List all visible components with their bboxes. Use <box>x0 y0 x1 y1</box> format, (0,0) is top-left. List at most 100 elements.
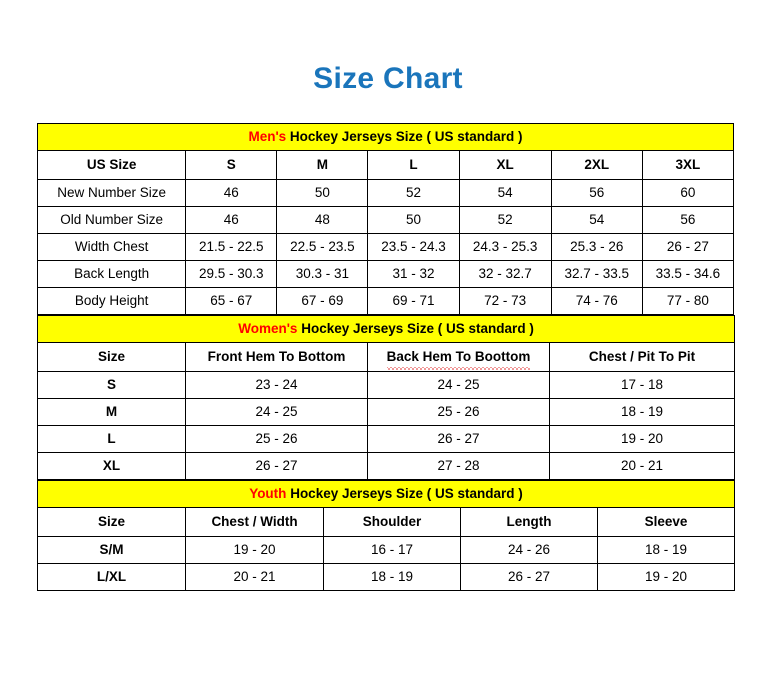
youth-header-cell: Chest / Width <box>185 507 324 537</box>
mens-header-cell: L <box>367 150 460 180</box>
youth-section-banner: Youth Hockey Jerseys Size ( US standard … <box>37 480 735 508</box>
womens-banner-accent: Women's <box>238 321 298 336</box>
misspelled-word: Back Hem To Boottom <box>386 343 530 371</box>
womens-cell: 23 - 24 <box>185 371 368 399</box>
womens-cell: 19 - 20 <box>548 425 736 453</box>
mens-row-label: Back Length <box>36 260 187 288</box>
mens-row-label: Width Chest <box>36 233 187 261</box>
womens-cell: 26 - 27 <box>367 425 550 453</box>
womens-cell: 24 - 25 <box>367 371 550 399</box>
youth-cell: 18 - 19 <box>597 536 735 564</box>
womens-cell: 26 - 27 <box>185 452 368 480</box>
womens-cell: 25 - 26 <box>367 398 550 426</box>
table-row: XL 26 - 27 27 - 28 20 - 21 <box>37 452 736 480</box>
mens-cell: 56 <box>550 179 643 207</box>
mens-header-cell: 2XL <box>550 150 643 180</box>
mens-cell: 52 <box>367 179 460 207</box>
table-row: New Number Size 46 50 52 54 56 60 <box>36 179 735 207</box>
womens-banner-row: Women's Hockey Jerseys Size ( US standar… <box>36 315 736 343</box>
womens-cell: 17 - 18 <box>548 371 736 399</box>
mens-cell: 50 <box>367 206 460 234</box>
mens-cell: 29.5 - 30.3 <box>185 260 278 288</box>
table-row: Width Chest 21.5 - 22.5 22.5 - 23.5 23.5… <box>36 233 735 261</box>
womens-header-cell: Size <box>37 342 186 372</box>
mens-cell: 50 <box>276 179 369 207</box>
mens-banner-accent: Men's <box>248 129 287 144</box>
mens-row-label: New Number Size <box>36 179 187 207</box>
table-row: M 24 - 25 25 - 26 18 - 19 <box>37 398 736 426</box>
mens-cell: 30.3 - 31 <box>276 260 369 288</box>
mens-cell: 24.3 - 25.3 <box>458 233 552 261</box>
mens-cell: 67 - 69 <box>276 287 369 315</box>
table-row: S 23 - 24 24 - 25 17 - 18 <box>37 371 736 399</box>
mens-cell: 74 - 76 <box>550 287 643 315</box>
mens-section-banner: Men's Hockey Jerseys Size ( US standard … <box>37 123 734 151</box>
youth-header-row: Size Chest / Width Shoulder Length Sleev… <box>37 507 735 537</box>
mens-cell: 72 - 73 <box>458 287 552 315</box>
youth-header-cell: Size <box>37 507 186 537</box>
mens-header-cell: 3XL <box>641 150 735 180</box>
table-row: Body Height 65 - 67 67 - 69 69 - 71 72 -… <box>36 287 735 315</box>
mens-row-label: Body Height <box>36 287 187 315</box>
mens-cell: 54 <box>458 179 552 207</box>
mens-cell: 69 - 71 <box>367 287 460 315</box>
womens-header-cell: Chest / Pit To Pit <box>548 342 736 372</box>
mens-cell: 65 - 67 <box>185 287 278 315</box>
mens-cell: 32 - 32.7 <box>458 260 552 288</box>
mens-cell: 60 <box>641 179 735 207</box>
mens-cell: 54 <box>550 206 643 234</box>
womens-size-table: Women's Hockey Jerseys Size ( US standar… <box>36 315 736 480</box>
youth-cell: 18 - 19 <box>323 563 461 591</box>
page-title: Size Chart <box>313 62 463 95</box>
youth-header-cell: Sleeve <box>597 507 735 537</box>
table-row: Back Length 29.5 - 30.3 30.3 - 31 31 - 3… <box>36 260 735 288</box>
mens-cell: 25.3 - 26 <box>550 233 643 261</box>
womens-cell: 25 - 26 <box>185 425 368 453</box>
mens-cell: 31 - 32 <box>367 260 460 288</box>
mens-header-cell: US Size <box>36 150 187 180</box>
youth-banner-row: Youth Hockey Jerseys Size ( US standard … <box>37 480 735 508</box>
youth-banner-accent: Youth <box>249 486 287 501</box>
mens-banner-row: Men's Hockey Jerseys Size ( US standard … <box>37 123 734 151</box>
womens-cell: 18 - 19 <box>548 398 736 426</box>
table-row: L 25 - 26 26 - 27 19 - 20 <box>37 425 736 453</box>
youth-row-label: L/XL <box>37 563 186 591</box>
youth-cell: 26 - 27 <box>460 563 598 591</box>
youth-header-cell: Shoulder <box>323 507 461 537</box>
womens-header-row: Size Front Hem To Bottom Back Hem To Boo… <box>37 342 736 372</box>
youth-cell: 16 - 17 <box>323 536 461 564</box>
youth-row-label: S/M <box>37 536 186 564</box>
mens-cell: 46 <box>185 206 278 234</box>
youth-size-table: Youth Hockey Jerseys Size ( US standard … <box>37 480 735 591</box>
mens-cell: 22.5 - 23.5 <box>276 233 369 261</box>
mens-header-row: US Size S M L XL 2XL 3XL <box>36 150 735 180</box>
youth-cell: 19 - 20 <box>185 536 324 564</box>
womens-header-cell-misspelled: Back Hem To Boottom <box>367 342 550 372</box>
mens-cell: 33.5 - 34.6 <box>641 260 735 288</box>
youth-cell: 24 - 26 <box>460 536 598 564</box>
mens-header-cell: XL <box>458 150 552 180</box>
mens-banner-rest: Hockey Jerseys Size ( US standard ) <box>286 129 523 144</box>
womens-cell: 27 - 28 <box>367 452 550 480</box>
youth-cell: 20 - 21 <box>185 563 324 591</box>
womens-cell: 24 - 25 <box>185 398 368 426</box>
mens-cell: 56 <box>641 206 735 234</box>
womens-row-label: S <box>37 371 186 399</box>
table-row: Old Number Size 46 48 50 52 54 56 <box>36 206 735 234</box>
mens-size-table: Men's Hockey Jerseys Size ( US standard … <box>36 123 735 315</box>
womens-banner-rest: Hockey Jerseys Size ( US standard ) <box>297 321 534 336</box>
mens-cell: 21.5 - 22.5 <box>185 233 278 261</box>
mens-cell: 52 <box>458 206 552 234</box>
mens-cell: 26 - 27 <box>641 233 735 261</box>
mens-cell: 32.7 - 33.5 <box>550 260 643 288</box>
mens-cell: 77 - 80 <box>641 287 735 315</box>
mens-cell: 46 <box>185 179 278 207</box>
mens-header-cell: M <box>276 150 369 180</box>
mens-cell: 48 <box>276 206 369 234</box>
table-row: L/XL 20 - 21 18 - 19 26 - 27 19 - 20 <box>37 563 735 591</box>
youth-banner-rest: Hockey Jerseys Size ( US standard ) <box>286 486 523 501</box>
womens-row-label: M <box>37 398 186 426</box>
mens-row-label: Old Number Size <box>36 206 187 234</box>
table-row: S/M 19 - 20 16 - 17 24 - 26 18 - 19 <box>37 536 735 564</box>
